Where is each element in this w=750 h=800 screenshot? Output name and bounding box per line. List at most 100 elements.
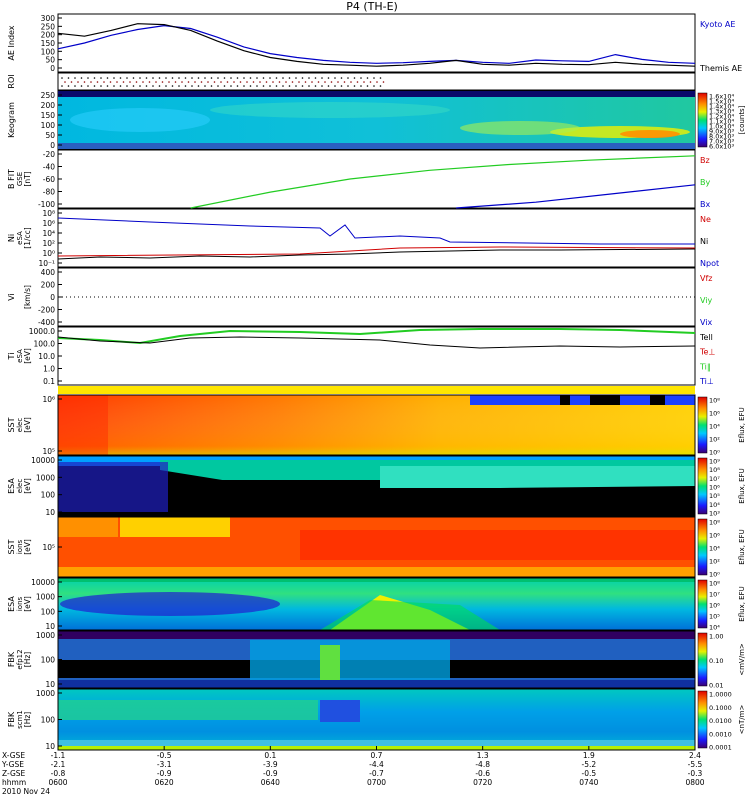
time-row-value: 0.7 [371,751,383,760]
plot-title: P4 (TH-E) [346,0,398,13]
time-row-value: 0620 [155,778,174,787]
y-tick-label: -60 [43,175,55,184]
roi-dot [239,81,242,83]
panel-ylabel: ESA [7,478,16,494]
colorbar-tick-label: 0.0100 [709,717,732,725]
roi-dot [217,85,219,87]
panel-frame-esa-ion [57,577,696,631]
colorbar [697,579,708,629]
y-tick-label: 10⁵ [42,543,55,552]
y-tick-label: 0 [50,293,55,302]
colorbar-tick-label: 0.01 [709,682,723,690]
y-tick-label: 10⁵ [42,447,55,456]
roi-dot [194,81,196,83]
time-row-value: 0720 [473,778,492,787]
roi-dot [171,77,174,79]
y-tick-label: 50 [45,131,55,140]
y-tick-label: 300 [41,14,56,23]
roi-dot [330,81,333,83]
time-row-value: 0640 [261,778,280,787]
y-tick-label: 250 [41,22,56,31]
colorbar-label: Eflux, EFU [738,407,746,442]
time-row-value: -0.9 [157,769,172,778]
roi-dot [83,81,86,83]
roi-dot [379,85,382,87]
roi-dot [347,85,349,87]
colorbar-tick-label: 1.1x10⁴ [709,118,734,126]
panel-ylabel-units: [eV] [23,417,32,433]
time-row-value: -0.3 [688,769,703,778]
roi-dot [269,85,271,87]
panel-ylabel-sub: ions [16,596,24,611]
legend-entry: Npot [700,259,719,268]
roi-dot [288,85,291,87]
roi-dot [262,85,265,87]
roi-dot [106,77,109,79]
colorbar-tick-label: 10⁰ [709,571,720,579]
colorbar-tick-label: 9.0x10³ [709,128,734,136]
y-tick-label: 1000 [36,473,55,482]
colorbar-tick-label: 10⁸ [709,519,720,527]
roi-dot [165,77,167,79]
roi-dot [243,77,245,79]
roi-dot [126,85,128,87]
roi-dot [210,85,213,87]
colorbar-tick-label: 1.0000 [709,691,732,699]
fbk-efield-spectrogram [58,631,695,688]
y-tick-label: -400 [38,318,55,327]
roi-dot [220,81,222,83]
colorbar-tick-label: 10² [709,436,720,444]
roi-dot [353,85,356,87]
roi-dot [366,77,369,79]
y-tick-label: 250 [41,91,56,100]
time-row-value: -0.7 [369,769,384,778]
time-row-value: -3.1 [157,760,172,769]
roi-dot [223,85,226,87]
roi-dot [327,85,330,87]
panel-frame-bfield [57,149,696,209]
y-tick-label: -20 [43,150,55,159]
roi-dot [152,85,154,87]
roi-dot [126,77,128,79]
y-tick-label: 10⁻¹ [38,259,55,268]
legend-entry: Vfz [700,274,713,283]
roi-dot [93,77,96,79]
roi-dot [295,77,297,79]
roi-dot [304,81,307,83]
density-lines [57,217,696,260]
roi-dot [132,77,135,79]
roi-dot [288,77,291,79]
roi-dot [337,81,339,83]
roi-dot [249,77,252,79]
time-row-value: 0700 [367,778,386,787]
y-tick-label: 50 [45,56,55,65]
time-row-value: 0740 [579,778,598,787]
time-row-value: -2.1 [51,760,66,769]
roi-dot [269,77,271,79]
roi-dot [259,81,261,83]
colorbar-tick-label: 10⁴ [709,624,720,632]
roi-dot [379,77,382,79]
panel-ylabel-sub: eSA [16,231,24,245]
roi-dot [168,81,170,83]
roi-dot [282,85,284,87]
colorbar-tick-label: 10⁴ [709,501,720,509]
panel-ylabel: ROI [7,74,16,88]
y-tick-label: 1000.0 [29,327,55,336]
legend-entry: Vix [700,318,713,327]
panel-ylabel-sub: efp12 [16,649,24,669]
roi-dot [158,77,161,79]
y-tick-label: 10⁶ [42,395,55,404]
roi-dot [70,81,73,83]
colorbar-tick-label: 10⁷ [709,591,720,599]
colorbar-tick-label: 0.10 [709,657,723,665]
roi-dot [204,77,206,79]
roi-dot [223,77,226,79]
roi-dot [317,81,320,83]
roi-dot [187,81,190,83]
y-tick-label: 100 [41,47,56,56]
colorbar [697,690,708,749]
legend-entry: Ni [700,237,708,246]
panel-frame-sst-elec [57,394,696,456]
y-tick-label: 100 [41,607,56,616]
